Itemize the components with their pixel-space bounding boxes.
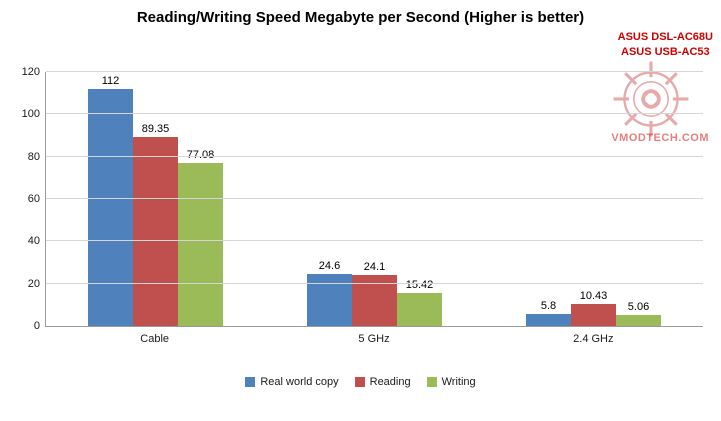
bar-wrapper: 15.42 — [397, 72, 442, 326]
gridline — [46, 71, 703, 72]
gridline — [46, 155, 703, 157]
legend-label: Reading — [369, 376, 411, 388]
y-axis-tick-label: 40 — [27, 235, 40, 248]
bar-wrapper: 112 — [88, 72, 133, 326]
bar-value-label: 5.06 — [627, 301, 650, 314]
watermark-product-lines: ASUS DSL-AC68U ASUS USB-AC53 — [618, 30, 713, 60]
bar-group: 112 89.35 77.08 — [46, 72, 265, 326]
bar-wrapper: 89.35 — [133, 72, 178, 326]
x-axis-category-label: Cable — [140, 333, 170, 345]
y-axis-tick-label: 100 — [21, 108, 40, 121]
watermark-line2: ASUS USB-AC53 — [621, 46, 710, 58]
legend-swatch-icon — [426, 377, 437, 387]
legend-label: Real world copy — [260, 376, 339, 388]
y-axis-tick-label: 80 — [27, 150, 40, 163]
gridline — [46, 240, 703, 242]
bar-wrapper: 5.06 — [616, 72, 661, 326]
bar-value-label: 24.6 — [318, 259, 341, 272]
bar-group: 5.8 10.43 5.06 — [484, 72, 703, 326]
bar-wrapper: 24.1 — [352, 72, 397, 326]
bar-writing — [178, 162, 223, 326]
y-axis-tick-label: 0 — [33, 320, 40, 332]
bar-value-label: 24.1 — [363, 261, 386, 273]
bar-wrapper: 24.6 — [307, 72, 352, 326]
x-axis-category-label: 2.4 GHz — [573, 333, 614, 345]
bar-real-world-copy — [307, 273, 352, 326]
gridline — [46, 198, 703, 199]
bar-value-label: 89.35 — [141, 122, 170, 135]
y-axis-tick-label: 60 — [27, 193, 40, 205]
bar-writing — [397, 293, 442, 326]
y-axis-tick-label: 120 — [21, 66, 40, 78]
legend-swatch-icon — [354, 377, 365, 387]
bar-groups: 112 89.35 77.08 24.6 24.1 15.42 5.8 10.43 5.06 — [46, 72, 703, 326]
legend-label: Writing — [441, 376, 476, 388]
bar-value-label: 15.42 — [405, 279, 434, 292]
bar-wrapper: 10.43 — [571, 72, 616, 326]
gridline — [46, 113, 703, 115]
legend-swatch-icon — [245, 377, 256, 387]
plot-area: 112 89.35 77.08 24.6 24.1 15.42 5.8 10.43 5.06 0… — [22, 66, 703, 332]
bar-real-world-copy — [526, 313, 571, 326]
bar-group: 24.6 24.1 15.42 — [265, 72, 484, 326]
watermark-line1: ASUS DSL-AC68U — [617, 31, 713, 43]
bar-wrapper: 5.8 — [526, 72, 571, 326]
bar-reading — [571, 303, 616, 326]
legend-item: Reading — [354, 376, 411, 388]
y-axis-tick-label: 20 — [27, 277, 40, 290]
bar-wrapper: 77.08 — [178, 72, 223, 326]
legend-item: Real world copy — [245, 376, 339, 388]
bar-value-label: 77.08 — [187, 149, 215, 161]
bar-value-label: 5.8 — [540, 299, 557, 312]
vmodtech-logo-text: VMODTECH.COM — [611, 132, 709, 144]
bar-writing — [616, 315, 661, 326]
vmodtech-logo-icon — [613, 61, 689, 137]
x-axis-labels: Cable 5 GHz 2.4 GHz — [45, 333, 703, 345]
bar-value-label: 10.43 — [579, 289, 608, 302]
legend: Real world copy Reading Writing — [0, 376, 721, 388]
chart-title: Reading/Writing Speed Megabyte per Secon… — [136, 9, 585, 26]
bar-reading — [133, 136, 178, 326]
gridline — [46, 282, 703, 284]
bar-real-world-copy — [88, 88, 133, 326]
x-axis-category-label: 5 GHz — [358, 333, 390, 345]
legend-item: Writing — [426, 376, 476, 388]
bar-value-label: 112 — [101, 74, 120, 87]
